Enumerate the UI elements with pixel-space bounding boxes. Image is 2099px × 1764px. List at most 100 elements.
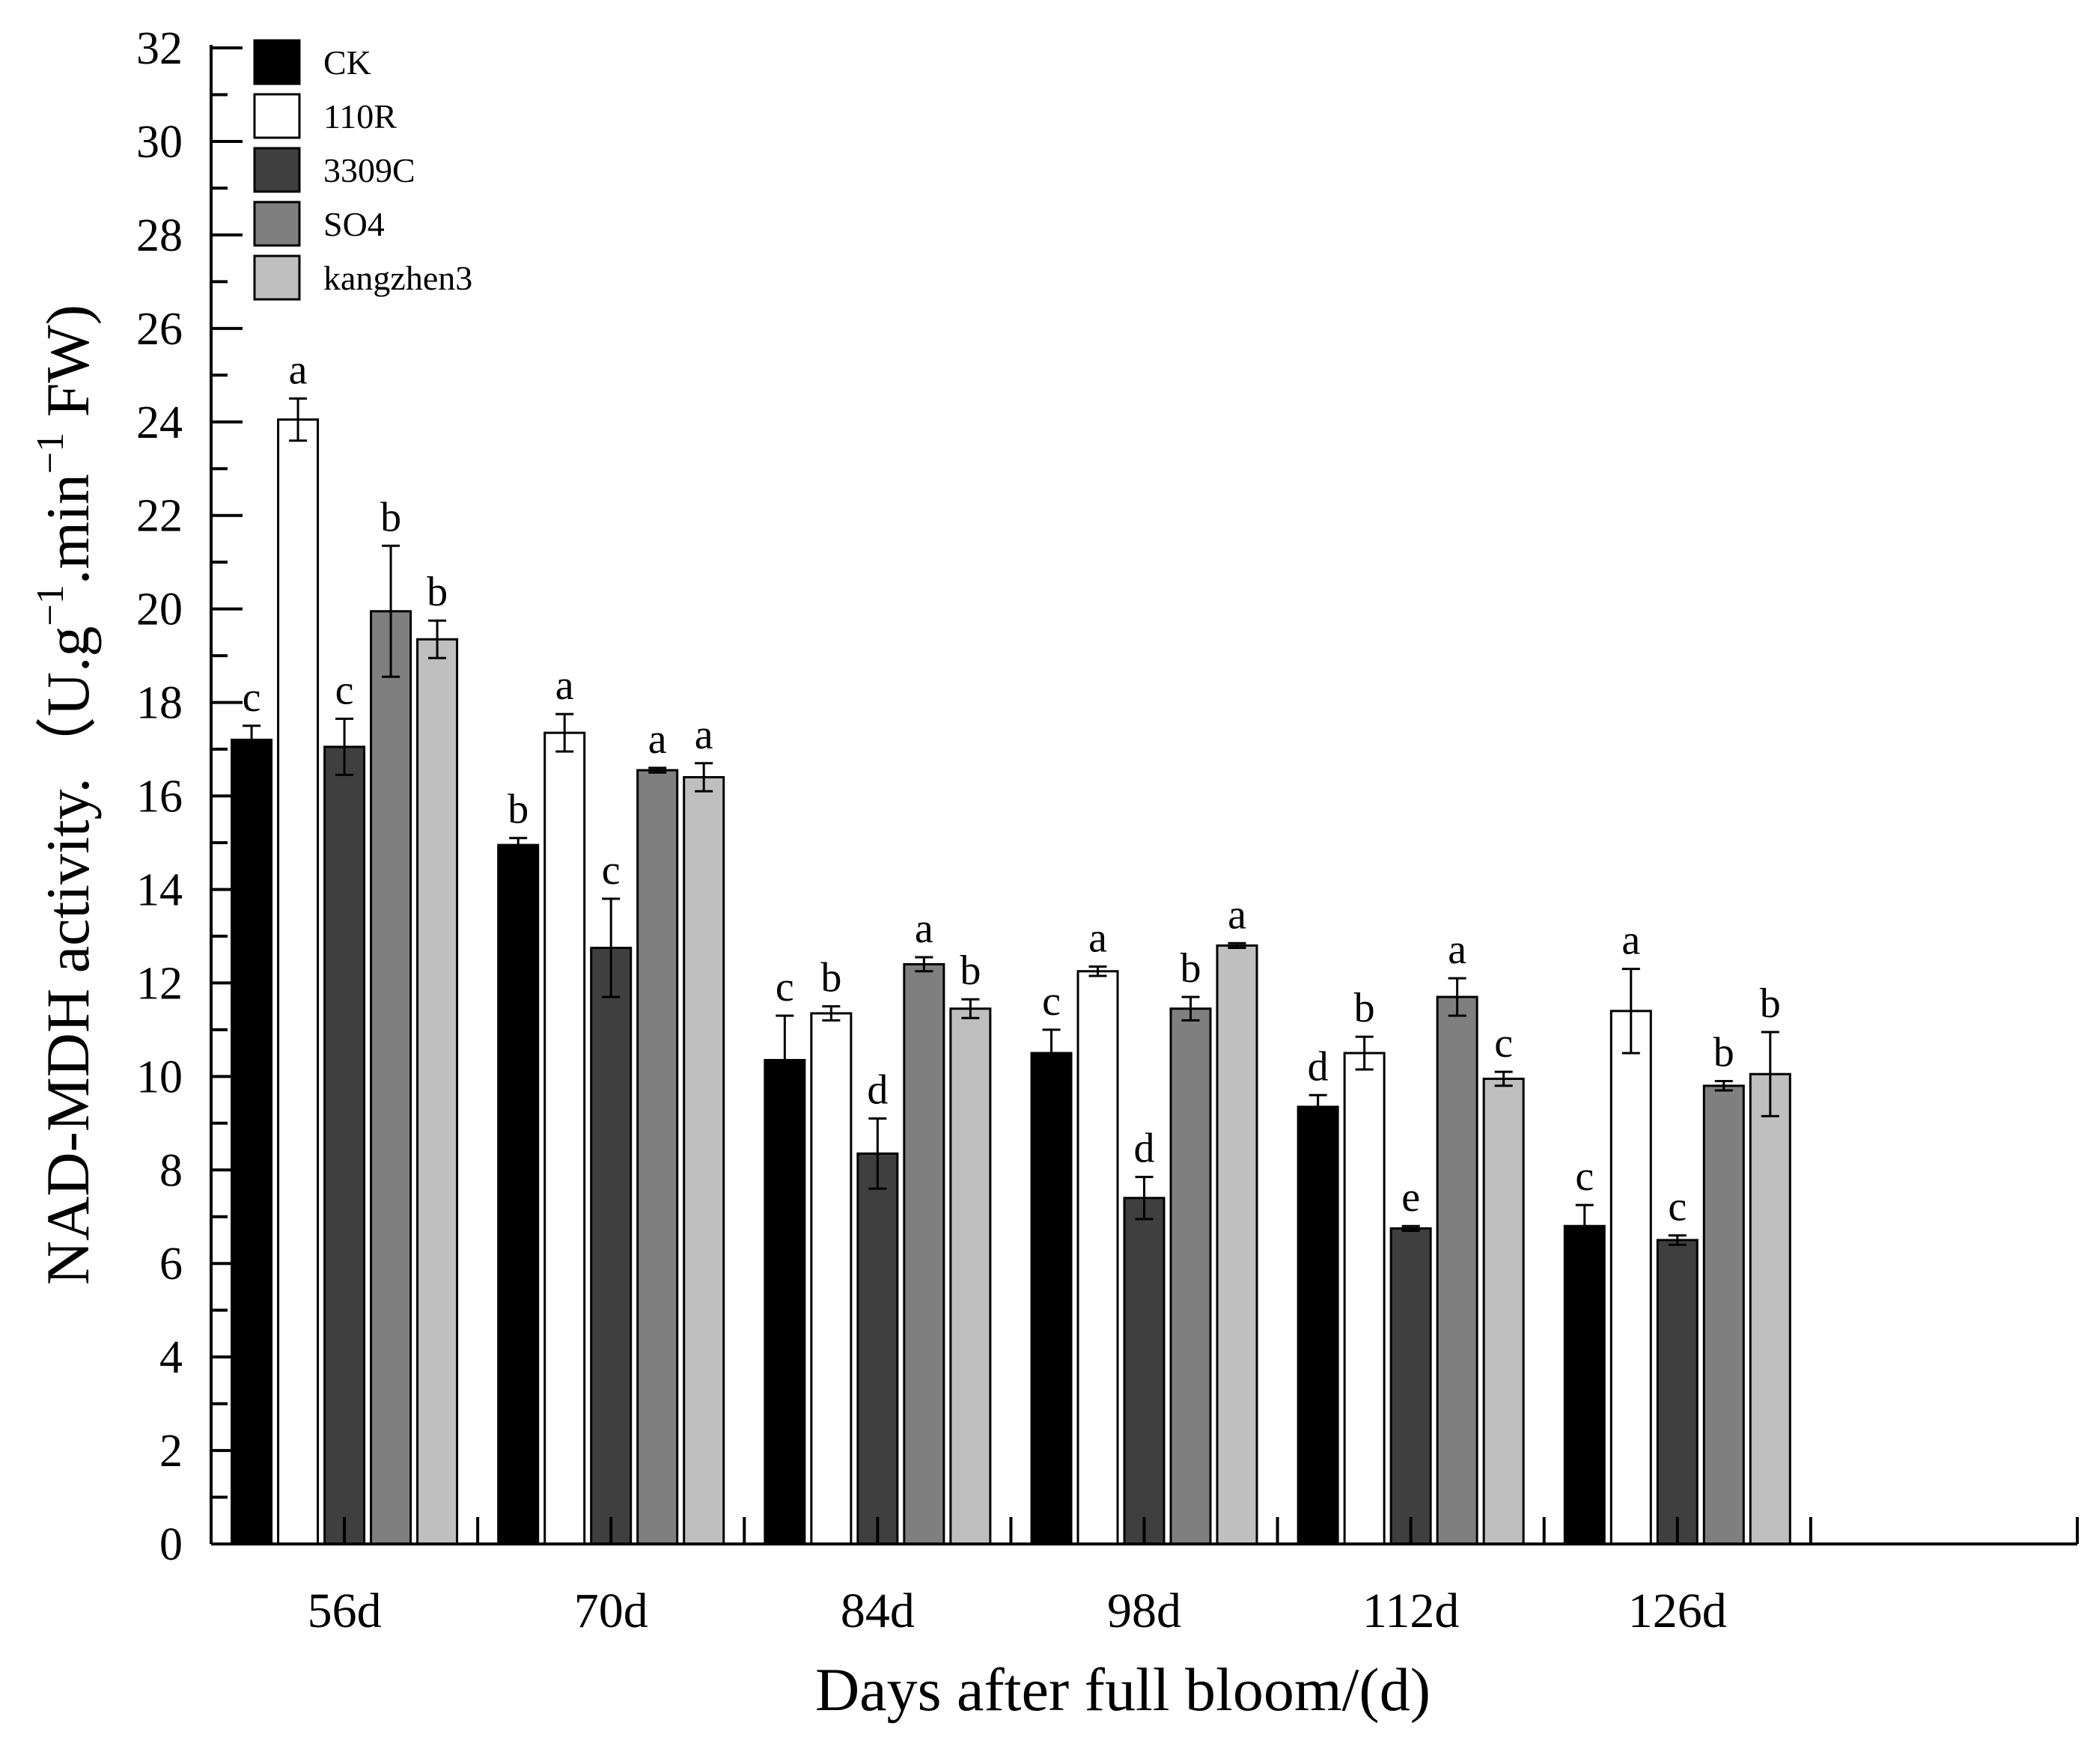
- error-bar-SO4-56d: [382, 544, 400, 678]
- y-axis-title-tail: FW): [34, 305, 102, 433]
- y-tick-label: 4: [159, 1332, 183, 1383]
- bar-kangzhen3-98d: [1216, 944, 1258, 1545]
- x-tick-label: 84d: [841, 1584, 915, 1638]
- y-axis-title-mid: .min: [34, 474, 102, 585]
- error-bar-CK-56d: [243, 724, 261, 755]
- error-bar-CK-126d: [1575, 1203, 1594, 1248]
- x-tick-label: 98d: [1107, 1584, 1181, 1638]
- y-tick-label: 18: [136, 678, 183, 729]
- y-tick-label: 2: [159, 1426, 183, 1477]
- x-tick-label: 126d: [1628, 1584, 1727, 1638]
- bar-3309C-126d: [1656, 1239, 1699, 1545]
- bar-SO4-70d: [636, 769, 679, 1545]
- significance-letter: b: [960, 947, 981, 994]
- legend-label-SO4: SO4: [323, 205, 385, 243]
- y-tick-label: 24: [136, 397, 183, 448]
- significance-letter: d: [1134, 1126, 1155, 1172]
- bar-CK-98d: [1030, 1052, 1073, 1545]
- significance-letter: c: [1494, 1020, 1513, 1066]
- error-bar-SO4-98d: [1181, 995, 1200, 1022]
- error-bar-CK-98d: [1042, 1028, 1061, 1078]
- bar-kangzhen3-56d: [416, 638, 459, 1545]
- bar-kangzhen3-70d: [683, 776, 725, 1545]
- significance-letter: b: [380, 494, 401, 540]
- significance-letter: a: [1228, 891, 1246, 938]
- significance-letter: a: [555, 662, 574, 709]
- bar-SO4-112d: [1436, 995, 1478, 1545]
- significance-letter: d: [1308, 1043, 1329, 1090]
- bar-3309C-56d: [323, 745, 366, 1545]
- error-bar-3309C-112d: [1401, 1224, 1420, 1232]
- y-tick-label: 20: [136, 585, 183, 635]
- error-bar-SO4-70d: [648, 766, 667, 774]
- legend-label-kangzhen3: kangzhen3: [323, 259, 472, 297]
- significance-letter: e: [1401, 1174, 1420, 1221]
- error-bar-SO4-112d: [1448, 977, 1466, 1017]
- bar-3309C-112d: [1389, 1227, 1432, 1545]
- y-tick-label: 8: [159, 1145, 183, 1196]
- significance-letter: c: [335, 667, 354, 713]
- bar-110R-56d: [277, 418, 320, 1545]
- error-bar-3309C-70d: [602, 897, 621, 998]
- y-axis-title-main: NAD-MDH activity.（U.g: [34, 626, 102, 1285]
- legend-swatch-CK: [253, 39, 301, 85]
- bar-SO4-56d: [370, 610, 412, 1545]
- error-bar-SO4-126d: [1714, 1080, 1733, 1092]
- error-bar-110R-112d: [1355, 1035, 1374, 1071]
- legend-swatch-SO4: [253, 201, 301, 247]
- significance-letter: c: [243, 674, 261, 721]
- legend-swatch-3309C: [253, 147, 301, 193]
- legend-label-CK: CK: [323, 43, 371, 82]
- legend: CK 110R 3309C SO4 kangzhen3: [253, 39, 472, 301]
- significance-letter: b: [508, 787, 528, 833]
- significance-letter: d: [867, 1067, 888, 1114]
- bar-CK-126d: [1563, 1224, 1606, 1545]
- error-bar-kangzhen3-126d: [1761, 1031, 1779, 1117]
- y-tick-label: 22: [136, 491, 183, 542]
- error-bar-110R-70d: [555, 712, 574, 753]
- bar-SO4-98d: [1169, 1007, 1212, 1545]
- error-bar-CK-84d: [776, 1014, 794, 1106]
- significance-letter: b: [820, 955, 841, 1001]
- x-tick-label: 56d: [308, 1584, 382, 1638]
- bar-CK-84d: [764, 1058, 806, 1545]
- bar-SO4-126d: [1702, 1084, 1745, 1545]
- legend-swatch-110R: [253, 93, 301, 139]
- significance-letter: a: [915, 906, 933, 952]
- significance-letter: b: [1354, 985, 1375, 1031]
- error-bar-CK-112d: [1309, 1093, 1327, 1120]
- bar-110R-70d: [543, 731, 586, 1545]
- error-bar-110R-98d: [1088, 965, 1107, 977]
- y-axis-title-sup1: −1: [29, 585, 72, 626]
- bar-3309C-98d: [1123, 1197, 1166, 1545]
- significance-letter: b: [1181, 945, 1201, 992]
- error-bar-kangzhen3-56d: [428, 619, 447, 659]
- significance-letter: a: [1448, 927, 1466, 973]
- bar-SO4-84d: [903, 962, 945, 1545]
- legend-label-110R: 110R: [323, 97, 397, 135]
- significance-letter: a: [1621, 918, 1640, 964]
- bar-110R-112d: [1343, 1052, 1386, 1545]
- y-tick-label: 28: [136, 210, 183, 261]
- y-tick-label: 6: [159, 1239, 183, 1290]
- error-bar-110R-84d: [822, 1005, 841, 1022]
- bar-110R-126d: [1609, 1010, 1652, 1545]
- significance-letter: b: [427, 569, 448, 615]
- error-bar-SO4-84d: [915, 956, 933, 973]
- error-bar-kangzhen3-84d: [961, 998, 980, 1019]
- error-bar-kangzhen3-112d: [1494, 1070, 1513, 1087]
- x-axis-title: Days after full bloom/(d): [815, 1655, 1431, 1724]
- y-tick-label: 10: [136, 1052, 183, 1102]
- error-bar-3309C-56d: [335, 717, 354, 776]
- error-bar-110R-56d: [289, 397, 308, 442]
- bar-kangzhen3-112d: [1482, 1077, 1525, 1545]
- significance-letter: c: [602, 847, 621, 894]
- significance-letter: c: [776, 964, 794, 1010]
- significance-letter: a: [648, 716, 667, 763]
- y-tick-label: 16: [136, 772, 183, 823]
- significance-letter: a: [1088, 915, 1107, 962]
- bar-3309C-70d: [590, 947, 633, 1545]
- error-bar-3309C-126d: [1668, 1234, 1687, 1246]
